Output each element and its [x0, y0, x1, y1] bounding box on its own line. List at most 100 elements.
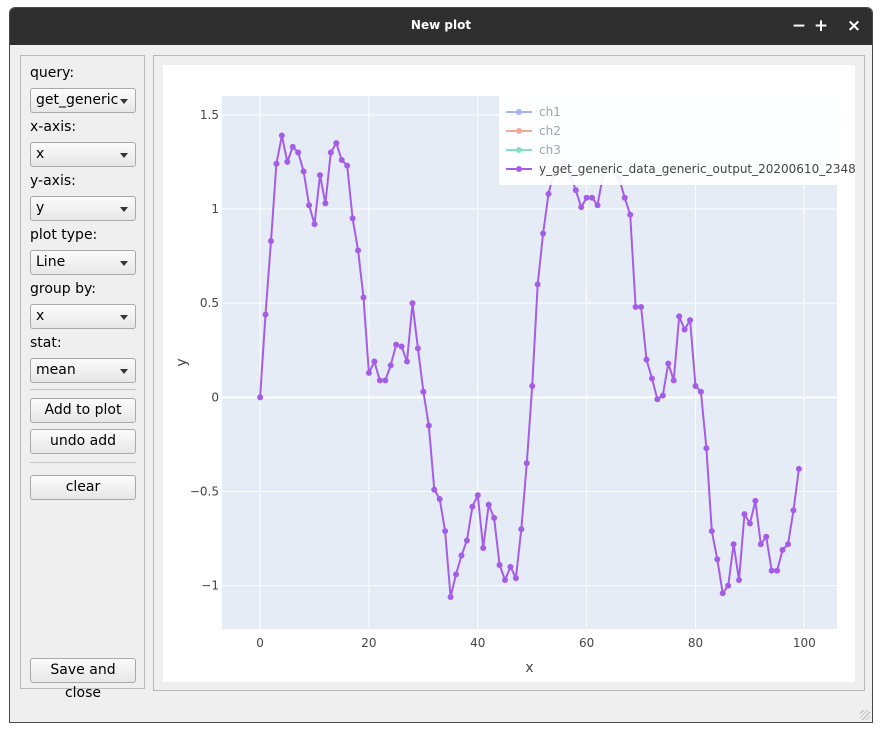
data-point [638, 303, 645, 310]
data-point [284, 158, 291, 165]
data-point [523, 460, 530, 467]
data-point [736, 577, 743, 584]
minimize-icon[interactable]: − [791, 16, 807, 36]
data-point [643, 356, 650, 363]
stat-select[interactable]: mean [30, 358, 136, 383]
data-point [469, 503, 476, 510]
data-point [365, 369, 372, 376]
data-point [355, 247, 362, 254]
data-point [785, 541, 792, 548]
plot-type-label: plot type: [30, 227, 98, 243]
data-point [741, 511, 748, 518]
data-point [393, 341, 400, 348]
x-axis-title: x [525, 660, 533, 676]
data-point [322, 200, 329, 207]
data-point [589, 194, 596, 201]
x-tick-label: 100 [793, 636, 816, 650]
y-tick-label: −0.5 [190, 485, 219, 499]
x-axis-label: x-axis: [30, 119, 77, 135]
data-point [502, 577, 509, 584]
chevron-down-icon [120, 207, 128, 212]
data-point [665, 360, 672, 367]
plot-type-select[interactable]: Line [30, 250, 136, 275]
y-tick-label: −1 [201, 579, 219, 593]
y-tick-label: 1.5 [200, 108, 219, 122]
data-point [442, 528, 449, 535]
clear-button[interactable]: clear [30, 475, 136, 500]
data-point [572, 187, 579, 194]
x-tick-label: 0 [256, 636, 264, 650]
series-line [259, 135, 800, 598]
data-point [436, 496, 443, 503]
legend-item-label: ch1 [539, 105, 561, 119]
controls-panel: query: get_generic x-axis: x y-axis: y p… [20, 55, 145, 701]
data-point [790, 507, 797, 514]
data-point [708, 528, 715, 535]
data-point [349, 215, 356, 222]
plot-window: New plot − + × query: get_generic x-axis… [9, 7, 873, 723]
stat-value: mean [36, 362, 76, 378]
x-tick-label: 20 [361, 636, 376, 650]
data-point [703, 445, 710, 452]
add-to-plot-button[interactable]: Add to plot [30, 398, 136, 423]
data-point [491, 514, 498, 521]
resize-grip-icon[interactable] [860, 710, 870, 720]
data-point [692, 383, 699, 390]
data-point [267, 238, 274, 245]
legend-box [499, 95, 855, 185]
data-point [714, 556, 721, 563]
data-point [779, 546, 786, 553]
chevron-down-icon [120, 99, 128, 104]
legend-item-label: ch3 [539, 143, 561, 157]
chevron-down-icon [120, 315, 128, 320]
legend-marker [516, 166, 522, 172]
legend-item-label: ch2 [539, 124, 561, 138]
data-point [414, 345, 421, 352]
plot-type-value: Line [36, 254, 66, 270]
undo-add-button[interactable]: undo add [30, 429, 136, 454]
title-bar[interactable]: New plot − + × [10, 8, 872, 45]
close-icon[interactable]: × [846, 16, 862, 36]
data-point [289, 143, 296, 150]
data-point [670, 377, 677, 384]
y-tick-label: 0 [211, 390, 219, 404]
maximize-icon[interactable]: + [813, 16, 829, 36]
data-point [431, 486, 438, 493]
data-point [687, 317, 694, 324]
data-point [425, 422, 432, 429]
legend-marker [516, 147, 522, 153]
data-point [398, 343, 405, 350]
data-point [583, 194, 590, 201]
data-point [545, 190, 552, 197]
query-label: query: [30, 65, 75, 81]
y-tick-label: 0.5 [200, 296, 219, 310]
query-select[interactable]: get_generic [30, 88, 136, 113]
data-point [719, 590, 726, 597]
data-point [387, 362, 394, 369]
y-axis-select[interactable]: y [30, 196, 136, 221]
y-axis-label: y-axis: [30, 173, 76, 189]
divider [30, 389, 136, 390]
data-point [518, 526, 525, 533]
group-by-value: x [36, 308, 45, 324]
data-point [676, 313, 683, 320]
data-point [382, 377, 389, 384]
data-point [316, 172, 323, 179]
save-and-close-button[interactable]: Save and close [30, 658, 136, 701]
group-by-select[interactable]: x [30, 304, 136, 329]
data-point [311, 221, 318, 228]
data-point [295, 149, 302, 156]
data-point [327, 149, 334, 156]
data-point [594, 202, 601, 209]
data-point [360, 294, 367, 301]
data-point [752, 497, 759, 504]
x-tick-label: 80 [688, 636, 703, 650]
x-tick-label: 60 [579, 636, 594, 650]
data-point [262, 311, 269, 318]
x-axis-select[interactable]: x [30, 142, 136, 167]
data-point [507, 563, 514, 570]
line-chart[interactable]: 0 20 40 60 80 100 −1 −0.5 0 0.5 1 1.5 x y ch1 ch2 ch3 y_g… [163, 65, 871, 682]
data-point [774, 567, 781, 574]
chevron-down-icon [120, 153, 128, 158]
data-point [480, 545, 487, 552]
